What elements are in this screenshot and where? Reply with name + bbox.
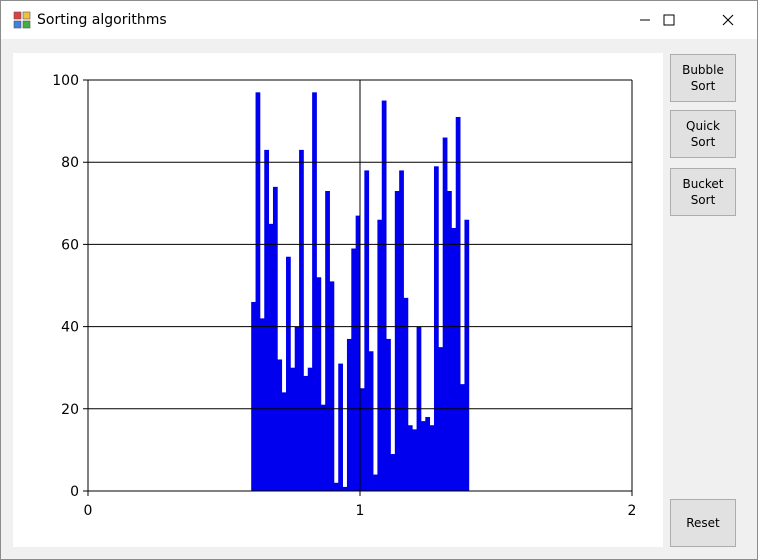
bar-14 xyxy=(312,92,317,491)
minimize-button[interactable] xyxy=(622,1,668,39)
bar-47 xyxy=(455,116,461,492)
bar-12 xyxy=(303,375,309,491)
bar-0 xyxy=(251,301,256,491)
bar-46 xyxy=(451,227,457,491)
bar-16 xyxy=(320,404,326,491)
bar-49 xyxy=(464,219,470,492)
y-tick-label: 40 xyxy=(61,320,79,336)
bar-23 xyxy=(351,248,357,491)
bar-13 xyxy=(307,367,313,491)
bar-2 xyxy=(259,318,265,491)
bar-5 xyxy=(272,186,278,492)
x-tick-label: 2 xyxy=(628,503,637,519)
title-bar[interactable]: Sorting algorithms xyxy=(1,1,757,39)
bar-40 xyxy=(425,417,431,491)
bar-35 xyxy=(403,297,409,491)
bubble-sort-button[interactable]: Bubble Sort xyxy=(670,54,736,102)
bar-41 xyxy=(429,425,435,491)
maximize-button[interactable] xyxy=(646,1,692,39)
grid-group xyxy=(83,79,633,496)
bar-22 xyxy=(346,338,352,491)
maximize-icon xyxy=(663,14,675,26)
bar-21 xyxy=(342,486,348,491)
bar-32 xyxy=(390,454,396,491)
y-tick-label: 80 xyxy=(61,155,79,171)
y-tick-label: 20 xyxy=(61,402,79,418)
bucket-sort-button[interactable]: Bucket Sort xyxy=(670,168,736,216)
bar-28 xyxy=(373,474,378,491)
y-tick-label: 0 xyxy=(70,484,79,500)
y-tick-label: 60 xyxy=(61,237,79,253)
bar-11 xyxy=(299,149,304,491)
bar-15 xyxy=(316,277,322,491)
bar-48 xyxy=(460,384,465,491)
close-button[interactable] xyxy=(705,1,751,39)
minimize-icon xyxy=(640,19,650,21)
bar-29 xyxy=(377,219,383,492)
bar-1 xyxy=(255,92,261,491)
bar-6 xyxy=(277,359,283,491)
bar-8 xyxy=(286,256,291,491)
bar-43 xyxy=(438,347,444,491)
bar-7 xyxy=(281,392,287,491)
y-tick-label: 100 xyxy=(52,73,79,89)
bar-4 xyxy=(268,223,274,491)
bar-25 xyxy=(360,388,365,491)
close-icon xyxy=(722,14,734,26)
bar-34 xyxy=(399,170,404,492)
bar-9 xyxy=(290,367,296,491)
bar-31 xyxy=(386,338,391,491)
bar-17 xyxy=(325,190,330,491)
sorting-bar-chart: 0 20 40 60 80 100 0 1 2 xyxy=(52,73,636,519)
app-icon xyxy=(13,11,31,29)
x-tick-label: 1 xyxy=(356,503,365,519)
quick-sort-button[interactable]: Quick Sort xyxy=(670,110,736,158)
bar-24 xyxy=(355,215,361,491)
bar-26 xyxy=(364,170,370,492)
bar-27 xyxy=(368,351,374,491)
bar-18 xyxy=(329,281,335,491)
bar-45 xyxy=(447,190,452,491)
tick-labels-group: 0 20 40 60 80 100 0 1 2 xyxy=(52,73,636,519)
bars-group xyxy=(251,92,470,492)
bar-20 xyxy=(338,363,343,491)
bar-33 xyxy=(394,190,400,491)
window-title: Sorting algorithms xyxy=(37,12,167,28)
x-tick-label: 0 xyxy=(84,503,93,519)
bar-42 xyxy=(433,166,439,491)
bar-37 xyxy=(412,429,417,491)
bar-3 xyxy=(264,149,270,491)
bar-19 xyxy=(333,482,339,491)
chart-panel: 0 20 40 60 80 100 0 1 2 xyxy=(13,53,663,547)
bar-36 xyxy=(407,425,413,491)
bar-30 xyxy=(381,100,387,492)
reset-button[interactable]: Reset xyxy=(670,499,736,547)
bar-39 xyxy=(420,421,426,491)
bar-44 xyxy=(442,137,448,491)
